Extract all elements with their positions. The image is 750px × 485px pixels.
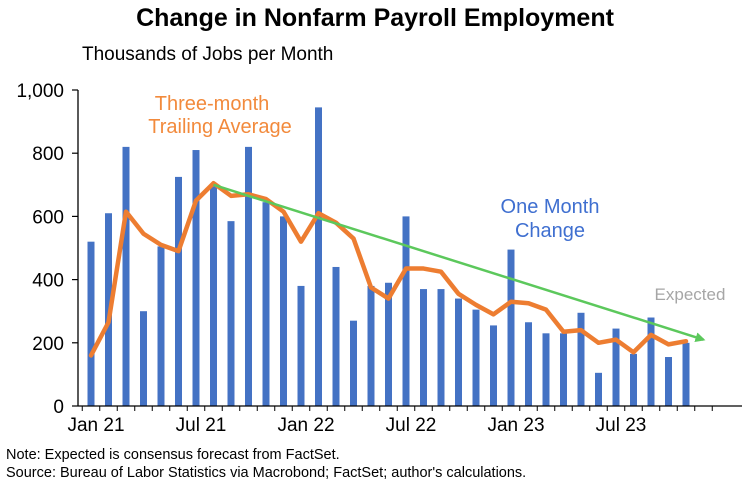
bar-dec-22 (490, 325, 497, 406)
bar-jan-21 (87, 241, 95, 406)
bar-jan-23 (507, 249, 515, 406)
bar-annotation-line2: Change (515, 220, 585, 242)
bar-mar-21 (122, 146, 130, 406)
x-tick-label: Jul 23 (596, 415, 647, 436)
y-tick-label: 200 (32, 334, 64, 355)
x-tick-label: Jul 22 (386, 415, 437, 436)
bar-aug-22 (420, 289, 427, 406)
x-tick-label: Jan 21 (67, 415, 124, 436)
bar-mar-23 (542, 333, 550, 406)
bar-feb-23 (525, 322, 532, 406)
labels-layer: Three-month Trailing Average One Month C… (148, 93, 725, 304)
bar-may-21 (157, 246, 165, 406)
trend-arrow (213, 183, 706, 342)
x-tick-label: Jan 23 (487, 415, 544, 436)
bar-jun-23 (595, 372, 602, 406)
arrow-layer (213, 183, 706, 342)
line-annotation-line1: Three-month (155, 93, 270, 115)
bar-aug-21 (210, 186, 217, 406)
bar-mar-22 (332, 266, 340, 406)
y-tick-label: 1,000 (16, 81, 64, 102)
x-tick-label: Jul 21 (176, 415, 227, 436)
bar-nov-22 (472, 309, 480, 406)
line-layer (88, 180, 689, 358)
bar-oct-22 (455, 298, 462, 406)
bars-layer (87, 107, 690, 406)
bar-annotation-line1: One Month (501, 196, 600, 218)
bar-sep-21 (227, 221, 235, 406)
three-month-average-line (88, 180, 689, 358)
bar-sep-22 (437, 289, 445, 406)
bar-dec-21 (280, 216, 287, 406)
bar-jul-21 (192, 150, 200, 406)
y-tick-label: 600 (32, 207, 64, 228)
bar-may-22 (367, 285, 375, 406)
bar-may-23 (577, 312, 585, 406)
y-tick-label: 800 (32, 144, 64, 165)
bar-sep-23 (647, 317, 655, 406)
expected-annotation: Expected (655, 285, 726, 304)
y-tick-label: 0 (53, 397, 64, 418)
bar-oct-23 (665, 357, 672, 406)
bar-jul-23 (612, 328, 620, 406)
bar-aug-23 (630, 353, 637, 406)
chart-subtitle: Thousands of Jobs per Month (82, 44, 334, 65)
bar-apr-23 (560, 333, 567, 406)
bar-nov-23 (682, 342, 690, 406)
bar-apr-22 (350, 320, 357, 406)
bar-oct-21 (245, 146, 252, 406)
chart-title: Change in Nonfarm Payroll Employment (136, 4, 614, 32)
bar-feb-22 (315, 107, 322, 406)
bar-jun-22 (385, 282, 392, 406)
bar-jun-21 (175, 176, 182, 406)
line-annotation-line2: Trailing Average (148, 116, 291, 138)
bar-jul-22 (402, 216, 410, 406)
x-tick-label: Jan 22 (277, 415, 334, 436)
chart-note: Note: Expected is consensus forecast fro… (6, 447, 340, 463)
y-tick-label: 400 (32, 271, 64, 292)
axes-layer: 0 200 400 600 800 1,000 Jan 21 Jul 21 Jan 22 Jul … (16, 81, 742, 436)
bar-nov-21 (262, 202, 270, 406)
bar-apr-21 (140, 311, 147, 406)
bar-jan-22 (297, 285, 305, 406)
chart-source: Source: Bureau of Labor Statistics via M… (6, 465, 527, 481)
